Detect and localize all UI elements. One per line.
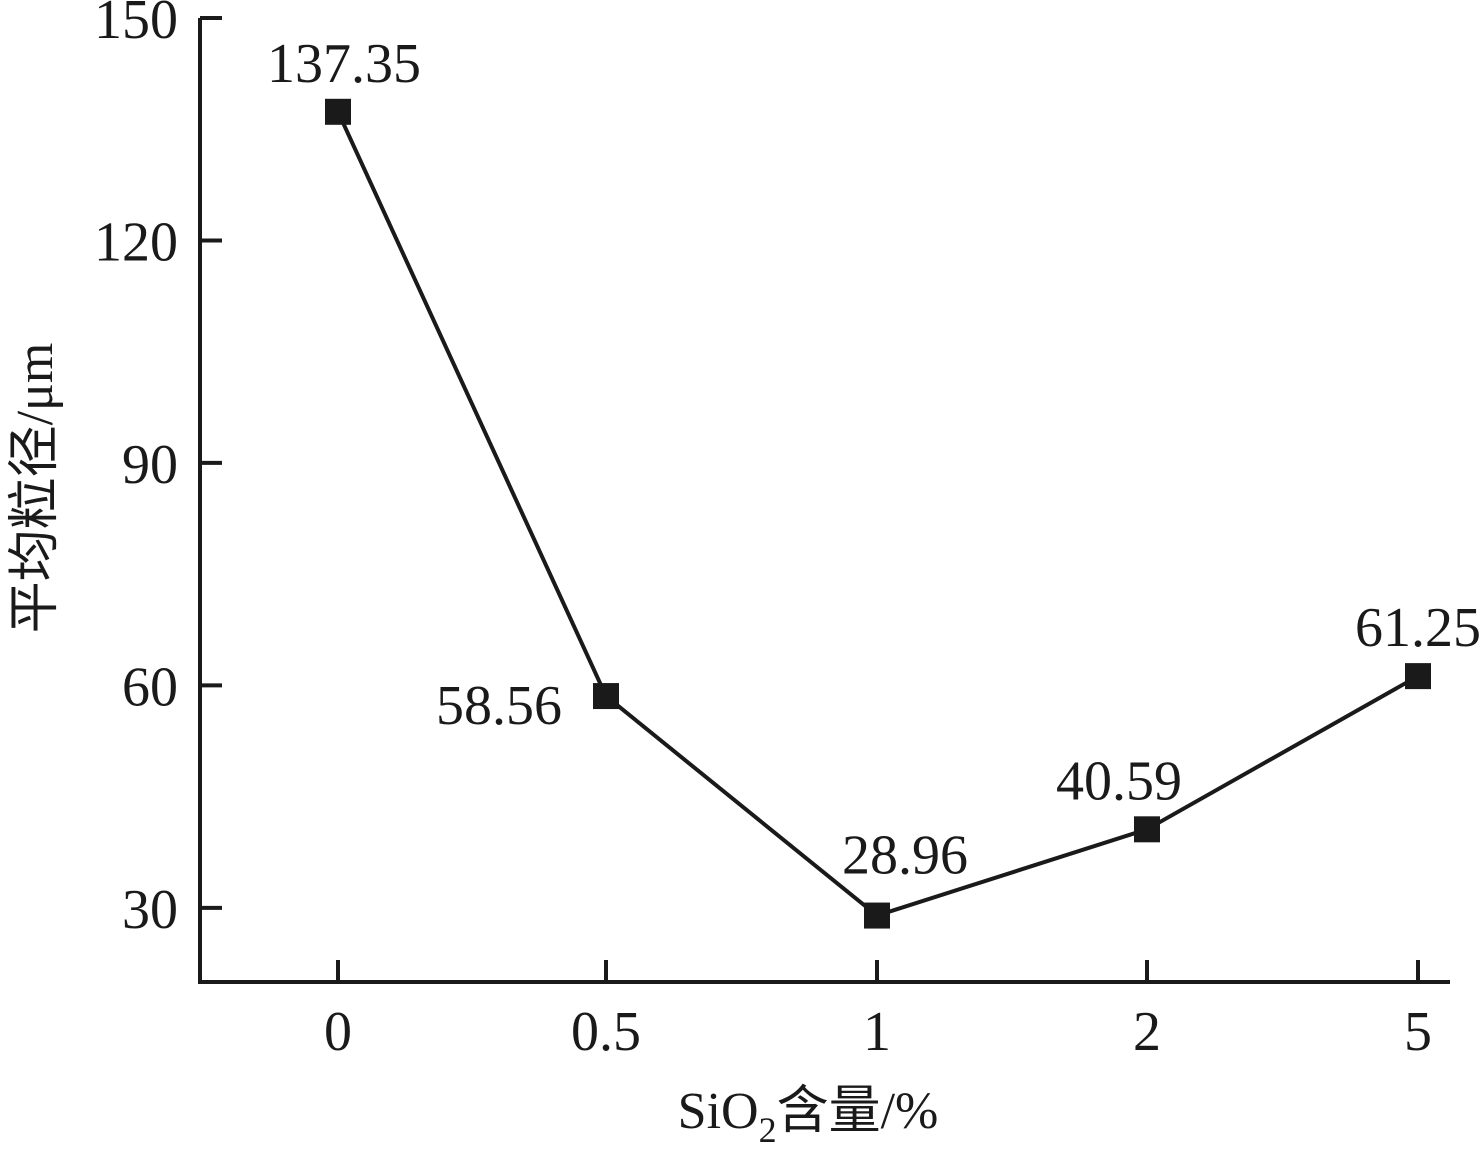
data-labels: 137.35 58.56 28.96 40.59 61.25 — [267, 33, 1481, 887]
data-label: 137.35 — [267, 33, 421, 95]
x-axis-title: SiO2含量/% — [678, 1083, 939, 1150]
x-tick-label: 2 — [1133, 1001, 1161, 1063]
x-tick-label: 1 — [863, 1001, 891, 1063]
y-tick-label: 90 — [122, 434, 178, 496]
y-axis-title: 平均粒径/μm — [7, 343, 64, 634]
y-tick-label: 150 — [94, 0, 178, 51]
x-axis-title-suffix: 含量/% — [777, 1083, 939, 1140]
data-point-marker — [325, 98, 351, 125]
x-tick-label: 0 — [324, 1001, 352, 1063]
data-label: 61.25 — [1355, 597, 1481, 659]
y-tick-label: 60 — [122, 656, 178, 718]
data-label: 40.59 — [1056, 750, 1182, 812]
x-tick-label: 0.5 — [571, 1001, 641, 1063]
data-point-marker — [1405, 663, 1431, 690]
data-label: 28.96 — [842, 825, 968, 887]
data-point-marker — [593, 683, 619, 710]
y-tick-label: 120 — [94, 211, 178, 273]
y-tick-label: 30 — [122, 879, 178, 941]
series-line-group — [325, 98, 1431, 929]
data-point-marker — [1134, 816, 1160, 843]
series-line — [336, 110, 1419, 918]
data-point-marker — [864, 902, 890, 929]
x-tick-label: 5 — [1404, 1001, 1432, 1063]
axis-ticks: 30 60 90 120 150 0 0.5 1 2 5 — [94, 0, 1432, 1063]
x-axis-title-prefix: SiO — [678, 1083, 759, 1140]
data-label: 58.56 — [436, 675, 562, 737]
axes — [198, 18, 1450, 984]
x-axis-title-subscript: 2 — [759, 1110, 777, 1150]
